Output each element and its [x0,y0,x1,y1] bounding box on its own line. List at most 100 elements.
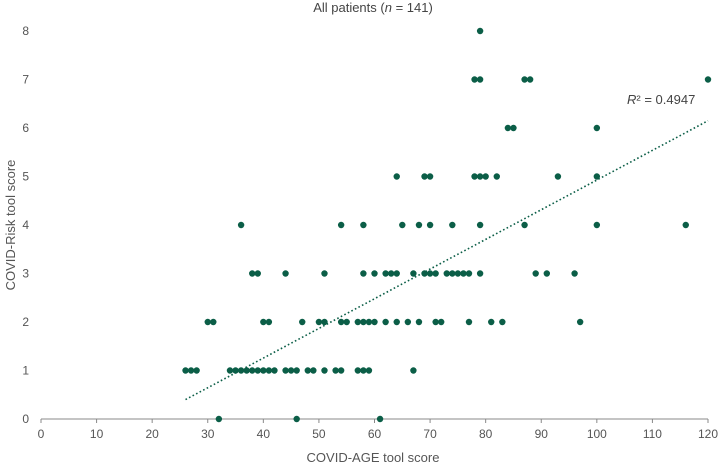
data-point [393,318,400,326]
x-tick-label: 100 [587,427,607,441]
data-point [482,173,489,180]
data-point [421,173,428,180]
data-point [299,318,306,326]
trendline [185,120,709,401]
data-point [593,173,601,180]
data-point [376,415,384,423]
data-point [293,367,300,374]
data-point [404,318,412,326]
x-tick-label: 50 [312,427,326,441]
data-point [460,270,467,277]
chart-title: All patients (n = 141) [313,0,433,15]
data-point [571,270,578,277]
data-point [471,173,478,180]
y-tick-label: 2 [22,315,29,329]
data-point [232,367,239,374]
data-point [576,318,584,326]
data-point [265,367,273,374]
data-point [432,270,439,277]
data-point [265,318,273,326]
data-point [271,367,278,374]
data-point [554,173,562,180]
data-point [365,367,373,374]
data-point [454,270,462,277]
y-tick-label: 6 [22,121,29,135]
x-tick-label: 70 [423,427,437,441]
data-point [204,318,211,326]
data-point [293,415,300,423]
data-point [365,318,373,326]
data-point [337,367,345,374]
data-point [249,367,256,374]
data-point [543,270,551,277]
y-axis-title: COVID-Risk tool score [3,160,18,291]
x-tick-label: 40 [257,427,271,441]
data-point [471,76,478,83]
data-point [387,270,395,277]
data-point [532,270,539,277]
data-point [287,367,295,374]
data-point [237,221,245,229]
data-point [593,124,601,132]
data-point [343,318,350,326]
data-point [321,367,328,374]
data-point [410,367,417,374]
x-tick-label: 0 [38,427,45,441]
r-squared-annotation: R² = 0.4947 [627,92,695,107]
data-point [282,367,289,374]
y-tick-label: 0 [22,412,29,426]
data-point [371,270,378,277]
y-tick-label: 3 [22,267,29,281]
data-point [432,318,439,326]
data-point [488,318,495,326]
x-tick-label: 110 [643,427,662,441]
data-point [393,173,400,180]
data-point [260,367,267,374]
data-point [210,318,217,326]
data-point [237,367,245,374]
data-point [382,270,389,277]
data-point [321,270,328,277]
y-tick-label: 7 [22,73,29,87]
data-point [421,270,428,277]
data-point [521,76,528,83]
data-point [226,367,234,374]
x-tick-label: 10 [90,427,104,441]
x-tick-label: 30 [201,427,215,441]
data-point [593,221,601,229]
data-point [521,221,528,229]
data-point [282,270,289,277]
data-point [510,124,517,132]
data-point [182,367,189,374]
data-point [371,318,378,326]
x-tick-label: 120 [698,427,718,441]
data-point [337,221,345,229]
data-point [504,124,512,132]
data-point [493,173,500,180]
data-point [310,367,317,374]
data-point [393,270,400,277]
data-point [682,221,689,229]
data-point [426,173,434,180]
data-point [187,367,195,374]
data-point [321,318,328,326]
x-tick-label: 90 [535,427,549,441]
data-points [182,27,712,423]
data-point [426,270,434,277]
y-axis-ticks: 0 1 2 3 4 5 6 7 8 [22,24,29,426]
data-point [337,318,345,326]
x-tick-label: 80 [479,427,493,441]
data-point [415,221,423,229]
data-point [410,270,417,277]
y-tick-label: 5 [22,170,29,184]
data-point [332,367,339,374]
data-point [399,221,406,229]
data-point [499,318,506,326]
data-point [704,76,712,83]
data-point [476,76,484,83]
y-tick-label: 8 [22,24,29,38]
data-point [304,367,311,374]
data-point [315,318,323,326]
y-tick-label: 4 [22,218,29,232]
